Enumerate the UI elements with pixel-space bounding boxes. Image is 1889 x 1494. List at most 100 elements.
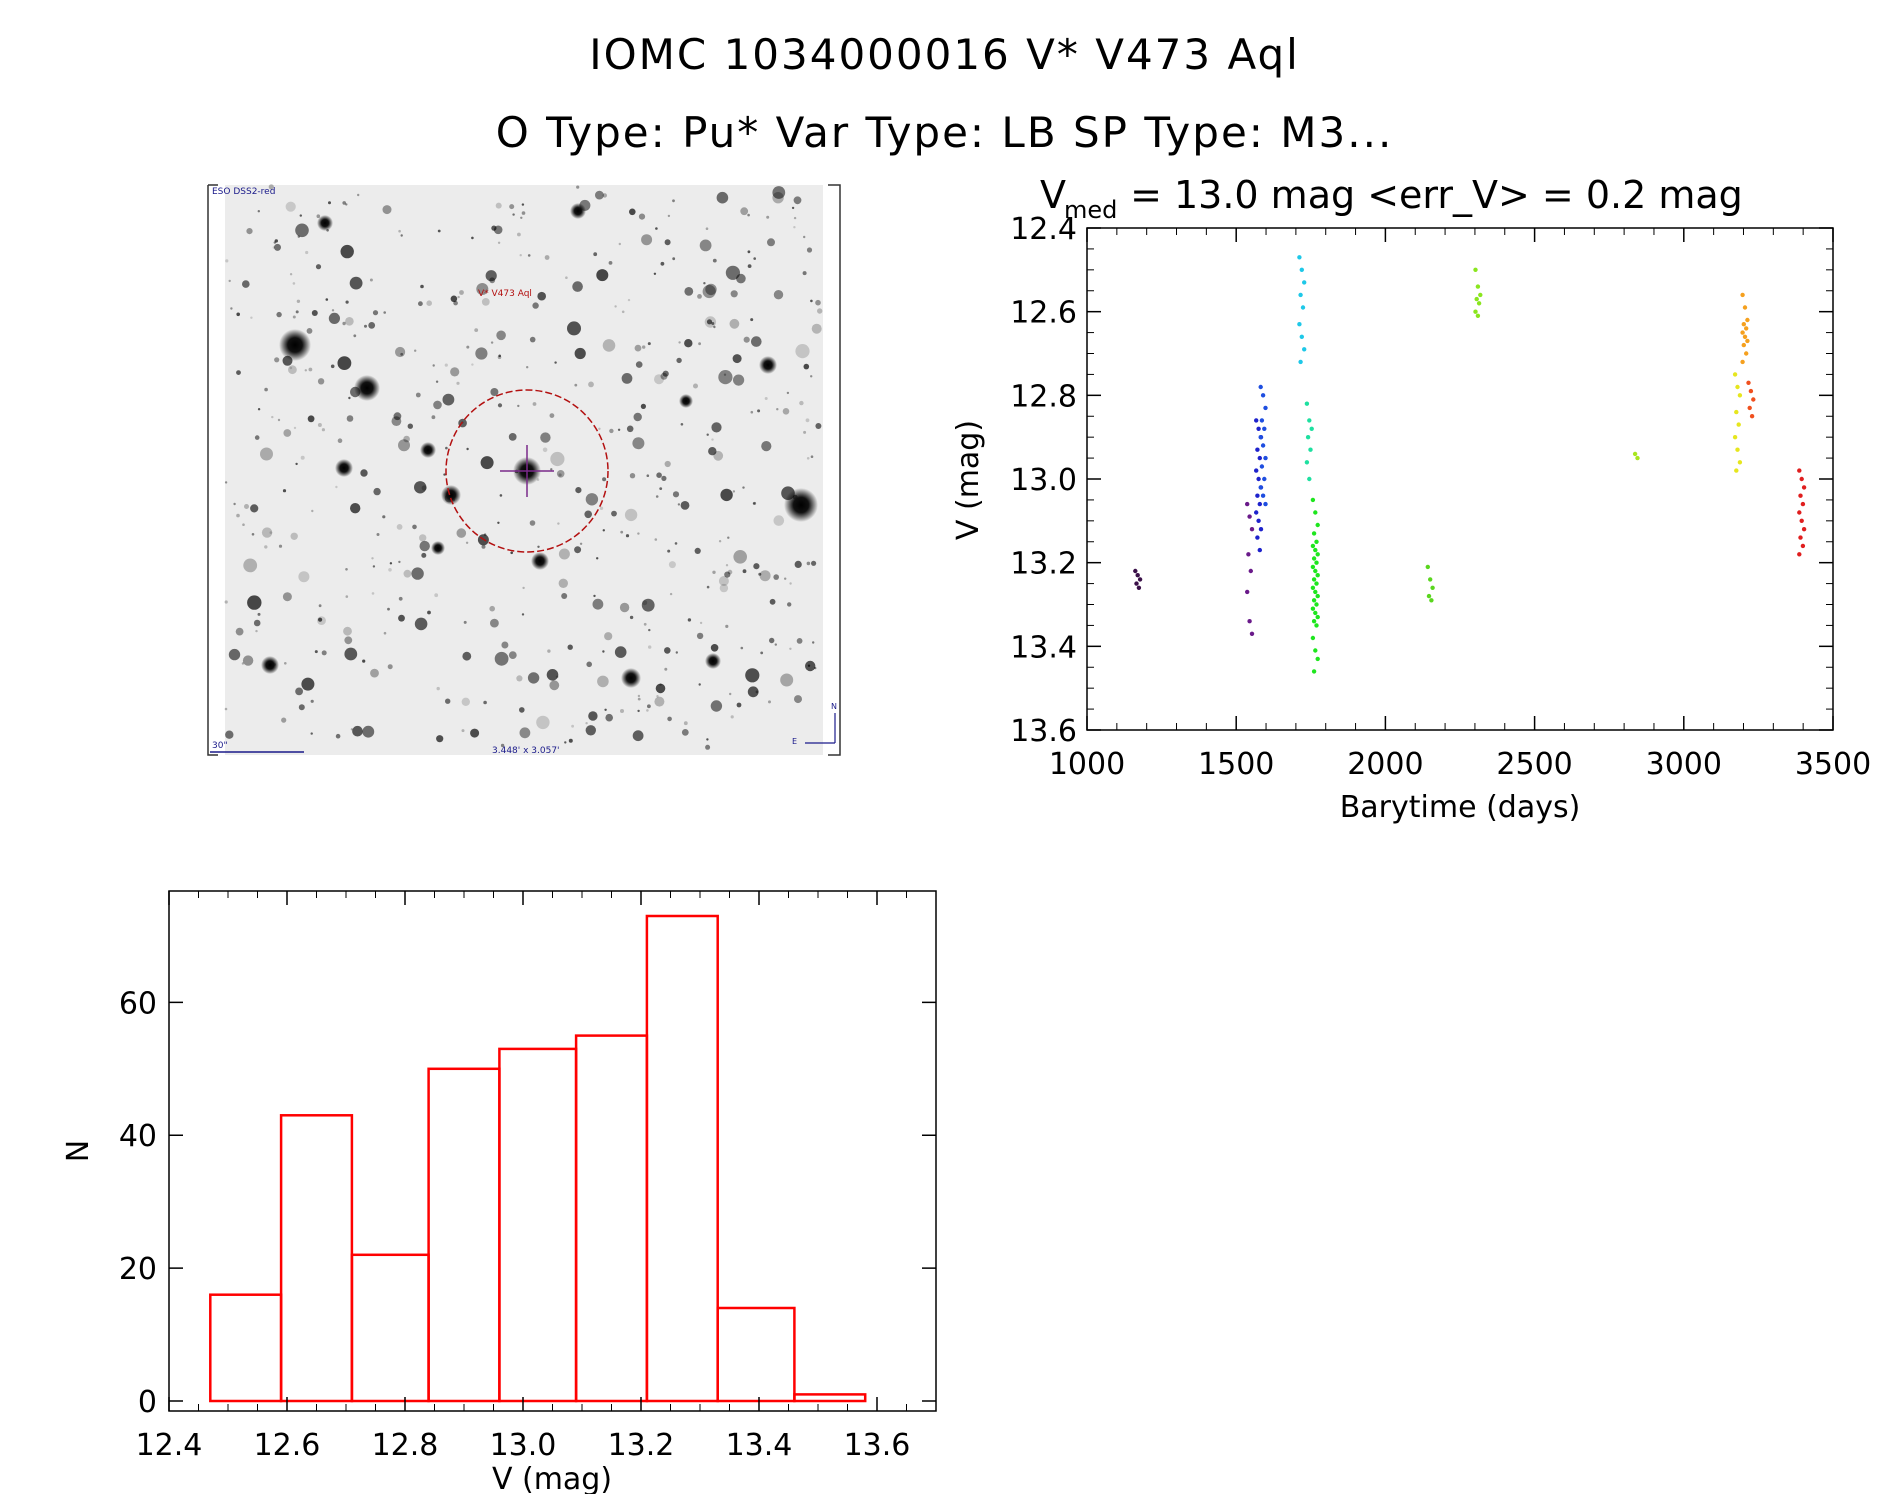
lc-x-axis-label: Barytime (days) — [1340, 790, 1581, 825]
star-dot — [602, 529, 605, 532]
star-dot — [706, 585, 710, 589]
star-dot — [680, 501, 690, 510]
star-dot — [711, 322, 715, 325]
star-dot — [321, 650, 327, 656]
star-dot — [698, 342, 701, 346]
lc-point — [1475, 284, 1481, 289]
star-dot — [480, 456, 494, 470]
lc-point — [1262, 426, 1267, 431]
star-dot — [497, 355, 502, 360]
star-dot — [442, 393, 455, 406]
star-dot — [462, 651, 472, 661]
star-dot — [519, 727, 531, 739]
star-dot — [268, 184, 274, 190]
star-dot — [789, 647, 792, 650]
bright-star — [621, 668, 641, 688]
star-dot — [712, 258, 717, 263]
star-dot — [605, 713, 613, 722]
star-dot — [575, 487, 582, 494]
star-dot — [225, 730, 234, 739]
star-dot — [648, 645, 652, 649]
star-dot — [364, 324, 367, 328]
star-dot — [815, 423, 822, 429]
star-dot — [718, 540, 722, 543]
star-dot — [519, 707, 525, 713]
star-dot — [733, 374, 745, 386]
star-dot — [793, 226, 796, 229]
star-dot — [558, 578, 568, 588]
lc-point — [1315, 552, 1320, 557]
star-dot — [769, 637, 775, 644]
hist-x-tick-label: 13.0 — [490, 1428, 557, 1463]
hist-y-axis-label: N — [61, 1140, 96, 1162]
lc-y-tick-label: 12.4 — [1010, 212, 1077, 247]
star-dot — [362, 659, 366, 663]
star-dot — [627, 298, 631, 302]
star-dot — [702, 284, 716, 299]
star-dot — [642, 345, 646, 349]
lc-point — [1254, 418, 1259, 423]
star-dot — [328, 201, 331, 205]
star-dot — [224, 707, 228, 711]
star-dot — [527, 254, 531, 257]
star-dot — [445, 698, 451, 704]
star-dot — [752, 502, 756, 505]
star-dot — [257, 612, 261, 616]
star-dot — [593, 252, 598, 257]
star-dot — [660, 261, 665, 266]
bright-star — [317, 215, 333, 231]
lc-point — [1476, 301, 1482, 306]
star-dot — [388, 568, 392, 572]
lc-point — [1801, 485, 1807, 490]
star-dot — [625, 534, 630, 538]
lc-x-tick-label: 1000 — [1049, 747, 1125, 782]
star-dot — [494, 651, 509, 666]
lc-point — [1313, 510, 1318, 515]
star-dot — [637, 532, 640, 535]
lc-point — [1314, 539, 1319, 544]
lc-point — [1310, 606, 1316, 611]
star-dot — [476, 283, 489, 295]
star-dot — [340, 244, 354, 259]
star-dot — [558, 548, 570, 560]
star-dot — [614, 646, 627, 658]
star-dot — [498, 354, 502, 358]
star-dot — [292, 282, 296, 285]
lc-point — [1313, 547, 1318, 553]
star-dot — [761, 441, 772, 452]
lc-point — [1311, 556, 1317, 561]
star-dot — [598, 427, 601, 430]
lc-point — [1307, 418, 1312, 423]
star-dot — [720, 488, 733, 502]
lc-point — [1745, 338, 1750, 344]
star-dot — [517, 404, 520, 408]
lc-point — [1311, 669, 1317, 674]
star-dot — [349, 276, 363, 290]
star-dot — [672, 491, 680, 498]
star-dot — [732, 354, 742, 364]
star-dot — [537, 291, 546, 301]
star-dot — [269, 531, 273, 534]
lc-point — [1256, 518, 1261, 523]
lc-point — [1248, 568, 1254, 574]
star-dot — [343, 626, 352, 636]
star-dot — [637, 694, 641, 698]
star-dot — [604, 708, 607, 711]
lc-point — [1799, 476, 1804, 482]
star-dot — [554, 361, 557, 364]
star-dot — [574, 546, 582, 554]
star-dot — [713, 325, 716, 329]
lc-point — [1741, 322, 1747, 327]
star-dot — [799, 400, 804, 406]
lc-point — [1258, 384, 1263, 390]
bright-star — [759, 356, 777, 374]
lc-title-rest: = 13.0 mag <err_V> = 0.2 mag — [1118, 173, 1743, 217]
star-dot — [466, 447, 469, 451]
star-dot — [710, 644, 719, 652]
star-dot — [522, 586, 525, 590]
star-dot — [608, 261, 613, 265]
star-dot — [371, 592, 375, 595]
star-dot — [703, 282, 706, 285]
star-dot — [747, 264, 752, 268]
star-dot — [681, 729, 689, 736]
